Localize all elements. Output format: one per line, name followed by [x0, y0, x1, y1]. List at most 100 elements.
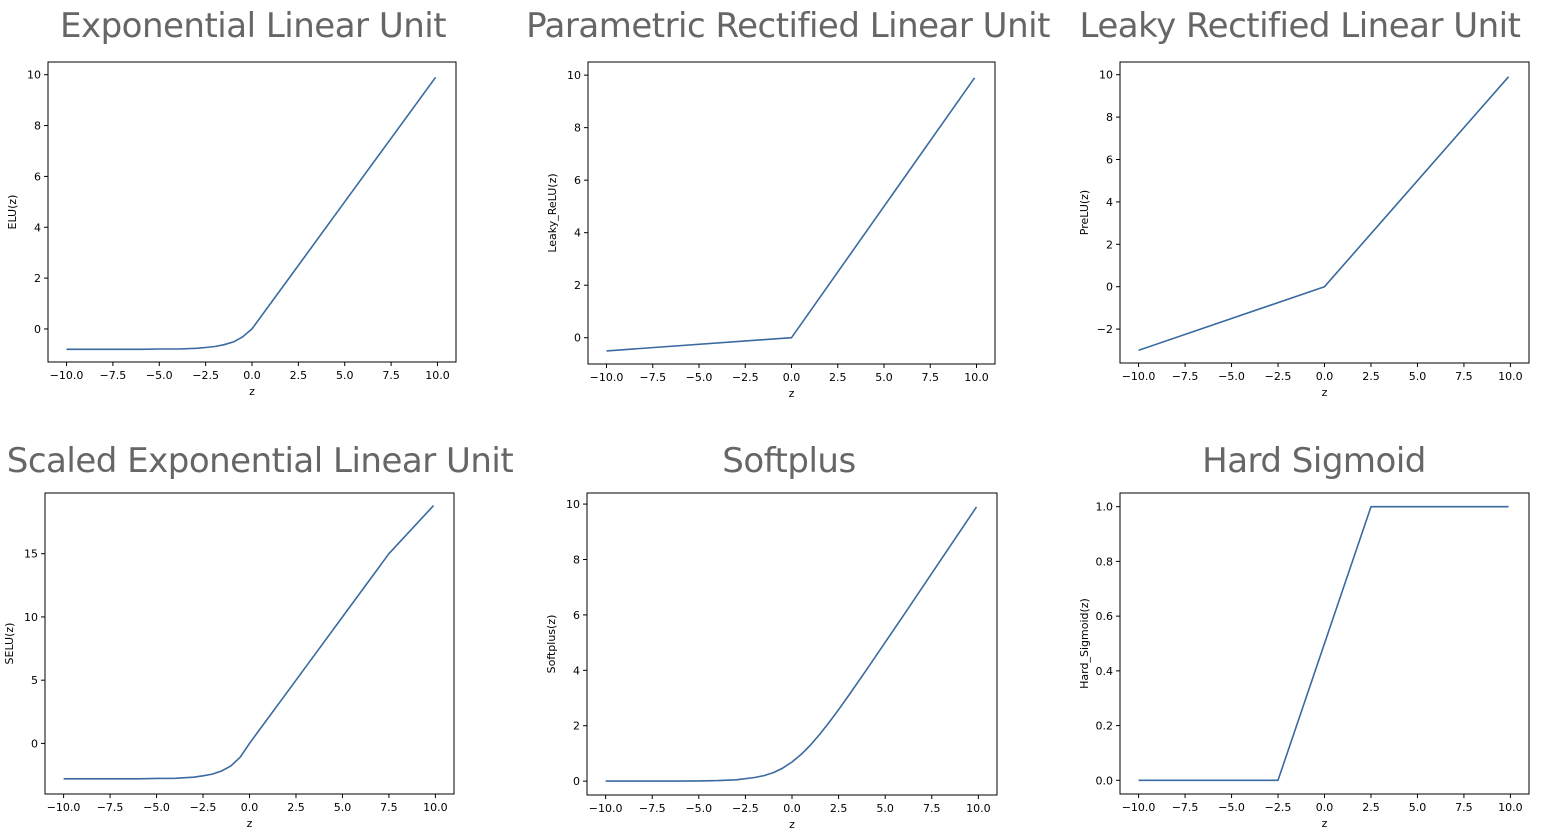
x-tick-label: −7.5: [1172, 370, 1199, 383]
series-line-1: [1138, 505, 1509, 782]
y-tick-label: 10: [567, 69, 581, 82]
x-axis-label: z: [1322, 386, 1328, 399]
x-tick-label: 2.5: [287, 801, 305, 814]
x-axis-label: z: [789, 818, 795, 831]
x-tick-label: −7.5: [639, 371, 666, 384]
y-tick-label: 2: [1106, 238, 1113, 251]
x-tick-label: −10.0: [590, 371, 624, 384]
y-tick-label: 15: [24, 548, 38, 561]
x-tick-label: 0.0: [1316, 370, 1334, 383]
x-tick-label: −10.0: [50, 369, 84, 382]
y-tick-label: 8: [34, 120, 41, 133]
x-tick-label: 0.0: [783, 802, 801, 815]
y-tick-label: 0: [1106, 281, 1113, 294]
x-axis-label: z: [789, 387, 795, 400]
y-axis-label: Softplus(z): [545, 615, 558, 674]
y-tick-label: 4: [574, 227, 581, 240]
x-tick-label: 10.0: [1498, 801, 1523, 814]
x-tick-label: 10.0: [425, 369, 450, 382]
y-tick-label: 0: [31, 737, 38, 750]
x-tick-label: 0.0: [1316, 801, 1334, 814]
x-tick-label: 2.5: [290, 369, 308, 382]
y-tick-label: 2: [34, 272, 41, 285]
y-tick-label: 8: [1106, 111, 1113, 124]
y-tick-label: 8: [574, 122, 581, 135]
plot-frame: [44, 492, 455, 795]
x-tick-label: −5.0: [685, 802, 712, 815]
chart-title: Parametric Rectified Linear Unit: [526, 6, 1050, 46]
y-tick-label: −2: [1097, 323, 1113, 336]
y-tick-label: 5: [31, 674, 38, 687]
y-axis-label: ELU(z): [6, 195, 19, 230]
series-line-1: [66, 76, 437, 351]
x-tick-label: −7.5: [97, 801, 124, 814]
x-tick-label: −10.0: [47, 801, 81, 814]
x-tick-label: 7.5: [1455, 370, 1473, 383]
x-tick-label: −5.0: [686, 371, 713, 384]
y-tick-label: 0.0: [1096, 774, 1114, 787]
chart-title: Exponential Linear Unit: [60, 6, 446, 46]
x-tick-label: −5.0: [143, 801, 170, 814]
y-axis-label: SELU(z): [3, 623, 16, 665]
chart-title: Softplus: [722, 441, 855, 481]
x-tick-label: 10.0: [966, 802, 991, 815]
plot-frame: [47, 61, 457, 363]
y-tick-label: 1.0: [1096, 501, 1114, 514]
y-tick-label: 4: [1106, 196, 1113, 209]
x-tick-label: −7.5: [100, 369, 127, 382]
chart-panel-1: Exponential Linear Unit −10.0 −7.5 −5.0 −2.5…: [6, 6, 457, 398]
x-tick-label: −2.5: [732, 371, 759, 384]
y-axis-label: PreLU(z): [1078, 190, 1091, 235]
chart-title: Scaled Exponential Linear Unit: [7, 441, 514, 481]
y-tick-label: 0.2: [1096, 720, 1114, 733]
x-tick-label: −2.5: [732, 802, 759, 815]
x-axis-label: z: [1322, 817, 1328, 830]
x-tick-label: −10.0: [589, 802, 623, 815]
x-tick-label: −2.5: [190, 801, 217, 814]
chart-title: Leaky Rectified Linear Unit: [1080, 6, 1521, 46]
x-tick-label: 5.0: [875, 371, 893, 384]
plot-frame: [587, 61, 996, 365]
series-line-1: [1138, 76, 1510, 352]
x-tick-label: 10.0: [964, 371, 989, 384]
chart-panel-3: Leaky Rectified Linear Unit −10.0 −7.5 −5.0…: [1078, 6, 1530, 399]
x-axis-label: z: [249, 385, 255, 398]
y-tick-label: 6: [1106, 154, 1113, 167]
y-tick-label: 10: [27, 69, 41, 82]
y-tick-label: 0.8: [1096, 555, 1114, 568]
x-tick-label: 7.5: [922, 371, 940, 384]
x-tick-label: −5.0: [1218, 370, 1245, 383]
x-tick-label: 5.0: [1409, 370, 1427, 383]
x-tick-label: 2.5: [1362, 370, 1380, 383]
x-axis-label: z: [247, 817, 253, 830]
x-tick-label: 10.0: [1498, 370, 1523, 383]
x-tick-label: 2.5: [1362, 801, 1380, 814]
chart-panel-4: Scaled Exponential Linear Unit −10.0 −7.5 −…: [3, 441, 514, 830]
y-tick-label: 10: [566, 498, 580, 511]
x-tick-label: 5.0: [336, 369, 354, 382]
x-tick-label: −2.5: [1265, 370, 1292, 383]
chart-title: Hard Sigmoid: [1202, 441, 1426, 481]
x-tick-label: −5.0: [146, 369, 173, 382]
y-tick-label: 8: [573, 553, 580, 566]
series-line-1: [605, 506, 978, 782]
x-tick-label: −7.5: [639, 802, 666, 815]
x-tick-label: 7.5: [923, 802, 941, 815]
chart-panel-5: Softplus −10.0 −7.5 −5.0 −2.5 0.0 2.5 5.0 7.5 10.…: [545, 441, 998, 831]
chart-panel-2: Parametric Rectified Linear Unit −10.0 −7.…: [526, 6, 1050, 400]
x-tick-label: 2.5: [829, 371, 847, 384]
x-tick-label: 5.0: [1409, 801, 1427, 814]
y-axis-label: Hard_Sigmoid(z): [1078, 598, 1091, 689]
x-tick-label: −2.5: [1265, 801, 1292, 814]
y-tick-label: 0: [34, 323, 41, 336]
y-tick-label: 4: [34, 221, 41, 234]
chart-panel-6: Hard Sigmoid −10.0 −7.5 −5.0 −2.5 0.0 2.5 5.0 7.…: [1078, 441, 1530, 830]
plot-frame: [586, 492, 998, 796]
y-tick-label: 0.6: [1096, 610, 1114, 623]
x-tick-label: 7.5: [382, 369, 400, 382]
x-tick-label: 5.0: [334, 801, 352, 814]
x-tick-label: 10.0: [423, 801, 448, 814]
y-tick-label: 10: [24, 611, 38, 624]
x-tick-label: −10.0: [1122, 370, 1156, 383]
